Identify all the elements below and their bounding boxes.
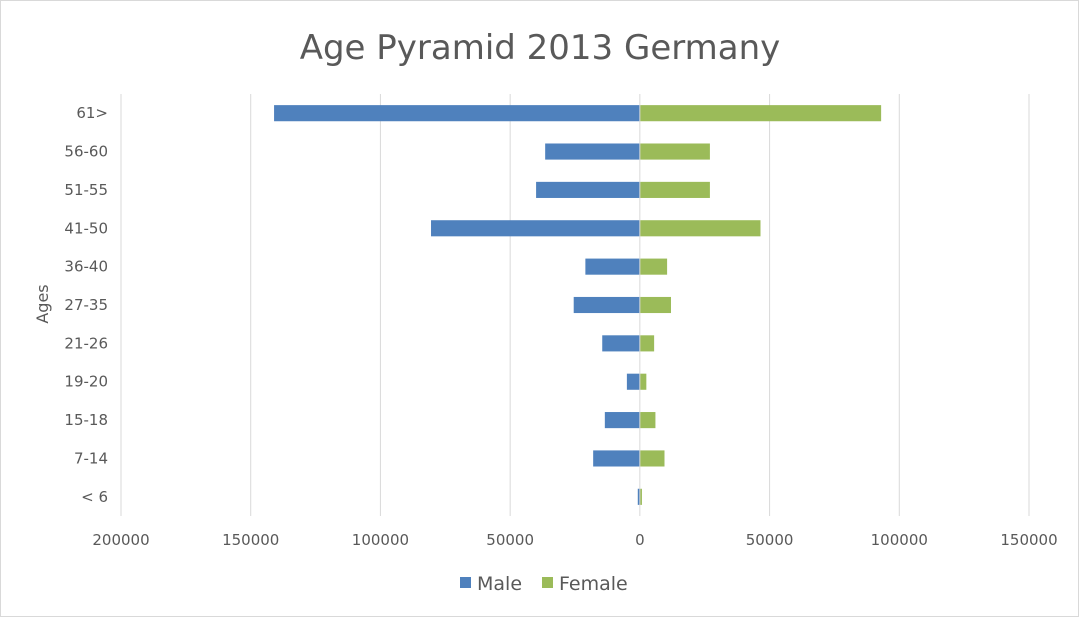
bar-male: [545, 143, 640, 160]
legend-swatch-male: [460, 577, 471, 588]
bar-female: [639, 412, 656, 429]
x-tick-label: 150000: [1000, 531, 1057, 549]
gridlines: [120, 94, 1030, 516]
bar-male: [573, 296, 640, 314]
bar-female: [639, 296, 671, 314]
bar-female: [639, 373, 647, 390]
y-tick-label: 21-26: [64, 334, 108, 352]
bar-female: [639, 450, 665, 467]
bar-female: [639, 181, 710, 198]
legend-label-male: Male: [477, 573, 522, 595]
bar-male: [637, 488, 640, 505]
bar-female: [639, 143, 710, 160]
bar-male: [604, 412, 640, 429]
y-tick-label: 41-50: [64, 219, 108, 237]
bar-female: [639, 488, 642, 505]
x-tick-label: 100000: [352, 531, 409, 549]
bar-male: [602, 335, 640, 352]
y-axis-title: Ages: [33, 284, 52, 323]
y-tick-label: < 6: [81, 488, 108, 506]
bar-female: [639, 258, 668, 275]
y-tick-labels: 61> 56-60 51-55 41-50 36-40 27-35 21-26 19-20 15…: [64, 104, 108, 506]
bar-male: [593, 450, 640, 467]
x-tick-label: 150000: [222, 531, 279, 549]
y-tick-label: 51-55: [64, 181, 108, 199]
legend: Male Female: [460, 573, 628, 595]
y-tick-label: 36-40: [64, 258, 108, 276]
bar-male: [431, 220, 640, 237]
bar-male: [274, 105, 640, 122]
x-tick-label: 50000: [486, 531, 534, 549]
bar-female: [639, 105, 882, 122]
y-tick-label: 56-60: [64, 143, 108, 161]
bar-male: [626, 373, 640, 390]
y-tick-label: 7-14: [74, 449, 108, 467]
x-tick-labels: 200000 150000 100000 50000 0 50000 100000 15000…: [92, 531, 1057, 549]
legend-swatch-female: [542, 577, 553, 588]
y-tick-label: 61>: [76, 104, 108, 122]
bar-female: [639, 220, 761, 237]
y-tick-label: 15-18: [64, 411, 108, 429]
chart-title: Age Pyramid 2013 Germany: [300, 28, 781, 68]
y-tick-label: 19-20: [64, 373, 108, 391]
x-tick-label: 200000: [92, 531, 149, 549]
legend-label-female: Female: [559, 573, 628, 595]
x-tick-label: 0: [635, 531, 645, 549]
x-tick-label: 100000: [871, 531, 928, 549]
x-tick-label: 50000: [746, 531, 794, 549]
y-tick-label: 27-35: [64, 296, 108, 314]
bar-male: [585, 258, 640, 275]
bar-male: [536, 181, 640, 198]
bars: [274, 105, 882, 505]
bar-female: [639, 335, 655, 352]
